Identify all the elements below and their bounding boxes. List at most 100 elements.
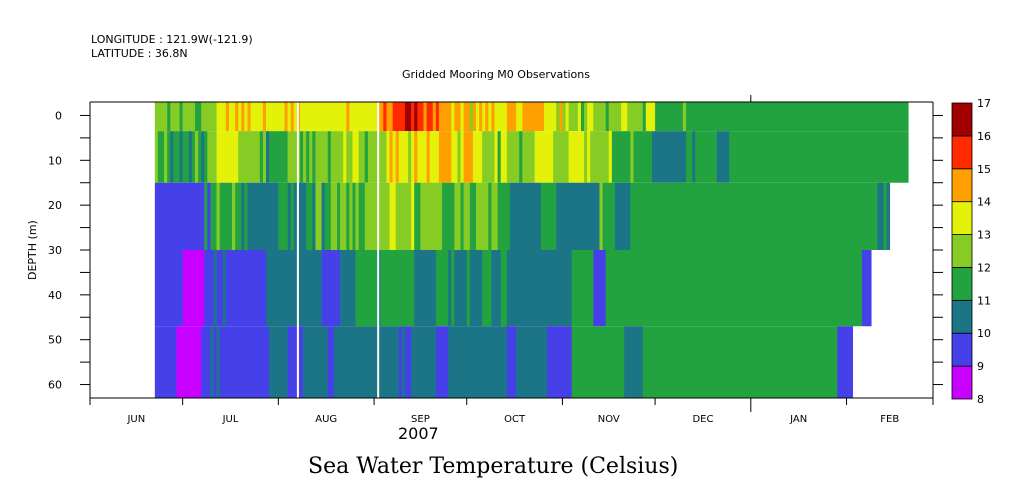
heatmap-cell [198, 131, 202, 183]
heatmap-cell [652, 131, 687, 183]
x-tick-label: JUL [222, 414, 239, 425]
heatmap-cell [491, 250, 501, 327]
heatmap-cell [299, 131, 304, 183]
heatmap-cell [194, 131, 199, 183]
heatmap-cell [540, 182, 557, 250]
heatmap-cell [645, 102, 656, 132]
heatmap-cell [500, 131, 508, 183]
heatmap-cell [330, 182, 338, 250]
heatmap-cell [293, 102, 298, 132]
heatmap-cell [491, 102, 495, 132]
heatmap-cell [420, 182, 443, 250]
x-tick-label: AUG [315, 414, 337, 425]
colorbar-label: 17 [977, 97, 991, 110]
heatmap-cell [395, 131, 400, 183]
heatmap-cell [655, 102, 684, 132]
heatmap-cell [244, 102, 248, 132]
colorbar-label: 8 [977, 393, 984, 406]
longitude-label: LONGITUDE : 121.9W(-121.9) [91, 33, 253, 46]
heatmap-cell [729, 131, 909, 183]
heatmap-cell [861, 250, 872, 327]
heatmap-cell [475, 102, 480, 132]
heatmap-cell [611, 131, 631, 183]
heatmap-cell [435, 102, 440, 132]
heatmap-cell [534, 131, 554, 183]
heatmap-cell [225, 102, 230, 132]
heatmap-cell [154, 102, 168, 132]
heatmap-cell [349, 102, 378, 132]
heatmap-cell [235, 182, 242, 250]
heatmap-cell [219, 326, 270, 398]
heatmap-cell [232, 182, 236, 250]
heatmap-cell [472, 131, 483, 183]
heatmap-cell [516, 102, 523, 132]
heatmap-cell [435, 326, 449, 398]
heatmap-cell [346, 131, 353, 183]
heatmap-cell [494, 131, 498, 183]
heatmap-cell [426, 131, 430, 183]
heatmap-cells [154, 102, 909, 398]
heatmap-cell [457, 131, 461, 183]
colorbar-swatch [951, 168, 973, 203]
heatmap-cell [173, 131, 180, 183]
heatmap-cell [154, 131, 159, 183]
heatmap-cell [682, 102, 687, 132]
heatmap-cell [210, 182, 217, 250]
colorbar-swatch [951, 234, 973, 268]
heatmap-cell [398, 326, 403, 398]
heatmap-cell [414, 131, 418, 183]
heatmap-cell [380, 250, 415, 327]
heatmap-cell [522, 102, 545, 132]
colorbar-label: 11 [977, 294, 991, 307]
heatmap-cell [164, 131, 168, 183]
heatmap-cell [182, 102, 196, 132]
heatmap-cell [201, 102, 217, 132]
heatmap-cell [469, 182, 477, 250]
heatmap-cell [497, 131, 501, 183]
heatmap-cell [238, 131, 261, 183]
heatmap-cell [167, 102, 171, 132]
heatmap-cell [238, 102, 242, 132]
heatmap-cell [287, 102, 292, 132]
heatmap-cell [228, 102, 236, 132]
y-tick-label: 0 [55, 109, 62, 122]
axes: JUN JUL AUG SEP OCT NOV DEC JAN FEB 0 10 20 30 40 50 60 [48, 95, 943, 425]
heatmap-cell [627, 102, 644, 132]
heatmap-cell [333, 326, 400, 398]
heatmap-cell [401, 326, 406, 398]
heatmap-cell [624, 326, 644, 398]
heatmap-cell [241, 102, 245, 132]
heatmap-cell [343, 131, 347, 183]
heatmap-cell [506, 250, 573, 327]
heatmap-cell [154, 250, 183, 327]
heatmap-cell [630, 131, 634, 183]
heatmap-cell [451, 131, 458, 183]
heatmap-cell [448, 250, 452, 327]
heatmap-cell [395, 182, 412, 250]
heatmap-cell [463, 131, 474, 183]
heatmap-cell [250, 102, 264, 132]
heatmap-cell [442, 182, 455, 250]
heatmap-cell [306, 182, 313, 250]
heatmap-cell [235, 102, 239, 132]
heatmap-cell [584, 131, 588, 183]
heatmap-cell [568, 131, 585, 183]
heatmap-cell [346, 182, 350, 250]
heatmap-cell [392, 131, 397, 183]
heatmap-cell [266, 102, 285, 132]
latitude-label: LATITUDE : 36.8N [91, 47, 188, 60]
heatmap-cell [559, 102, 563, 132]
heatmap-cell [216, 131, 239, 183]
heatmap-cell [346, 102, 350, 132]
heatmap-cell [547, 326, 573, 398]
heatmap-cell [167, 131, 171, 183]
heatmap-cell [207, 182, 211, 250]
heatmap-cell [482, 102, 486, 132]
heatmap-cell [299, 102, 347, 132]
heatmap-cell [290, 182, 295, 250]
y-tick-label: 40 [48, 289, 62, 302]
heatmap-cell [423, 102, 427, 132]
heatmap-cell [340, 250, 356, 327]
heatmap-cell [482, 250, 492, 327]
x-tick-label: NOV [598, 414, 620, 425]
